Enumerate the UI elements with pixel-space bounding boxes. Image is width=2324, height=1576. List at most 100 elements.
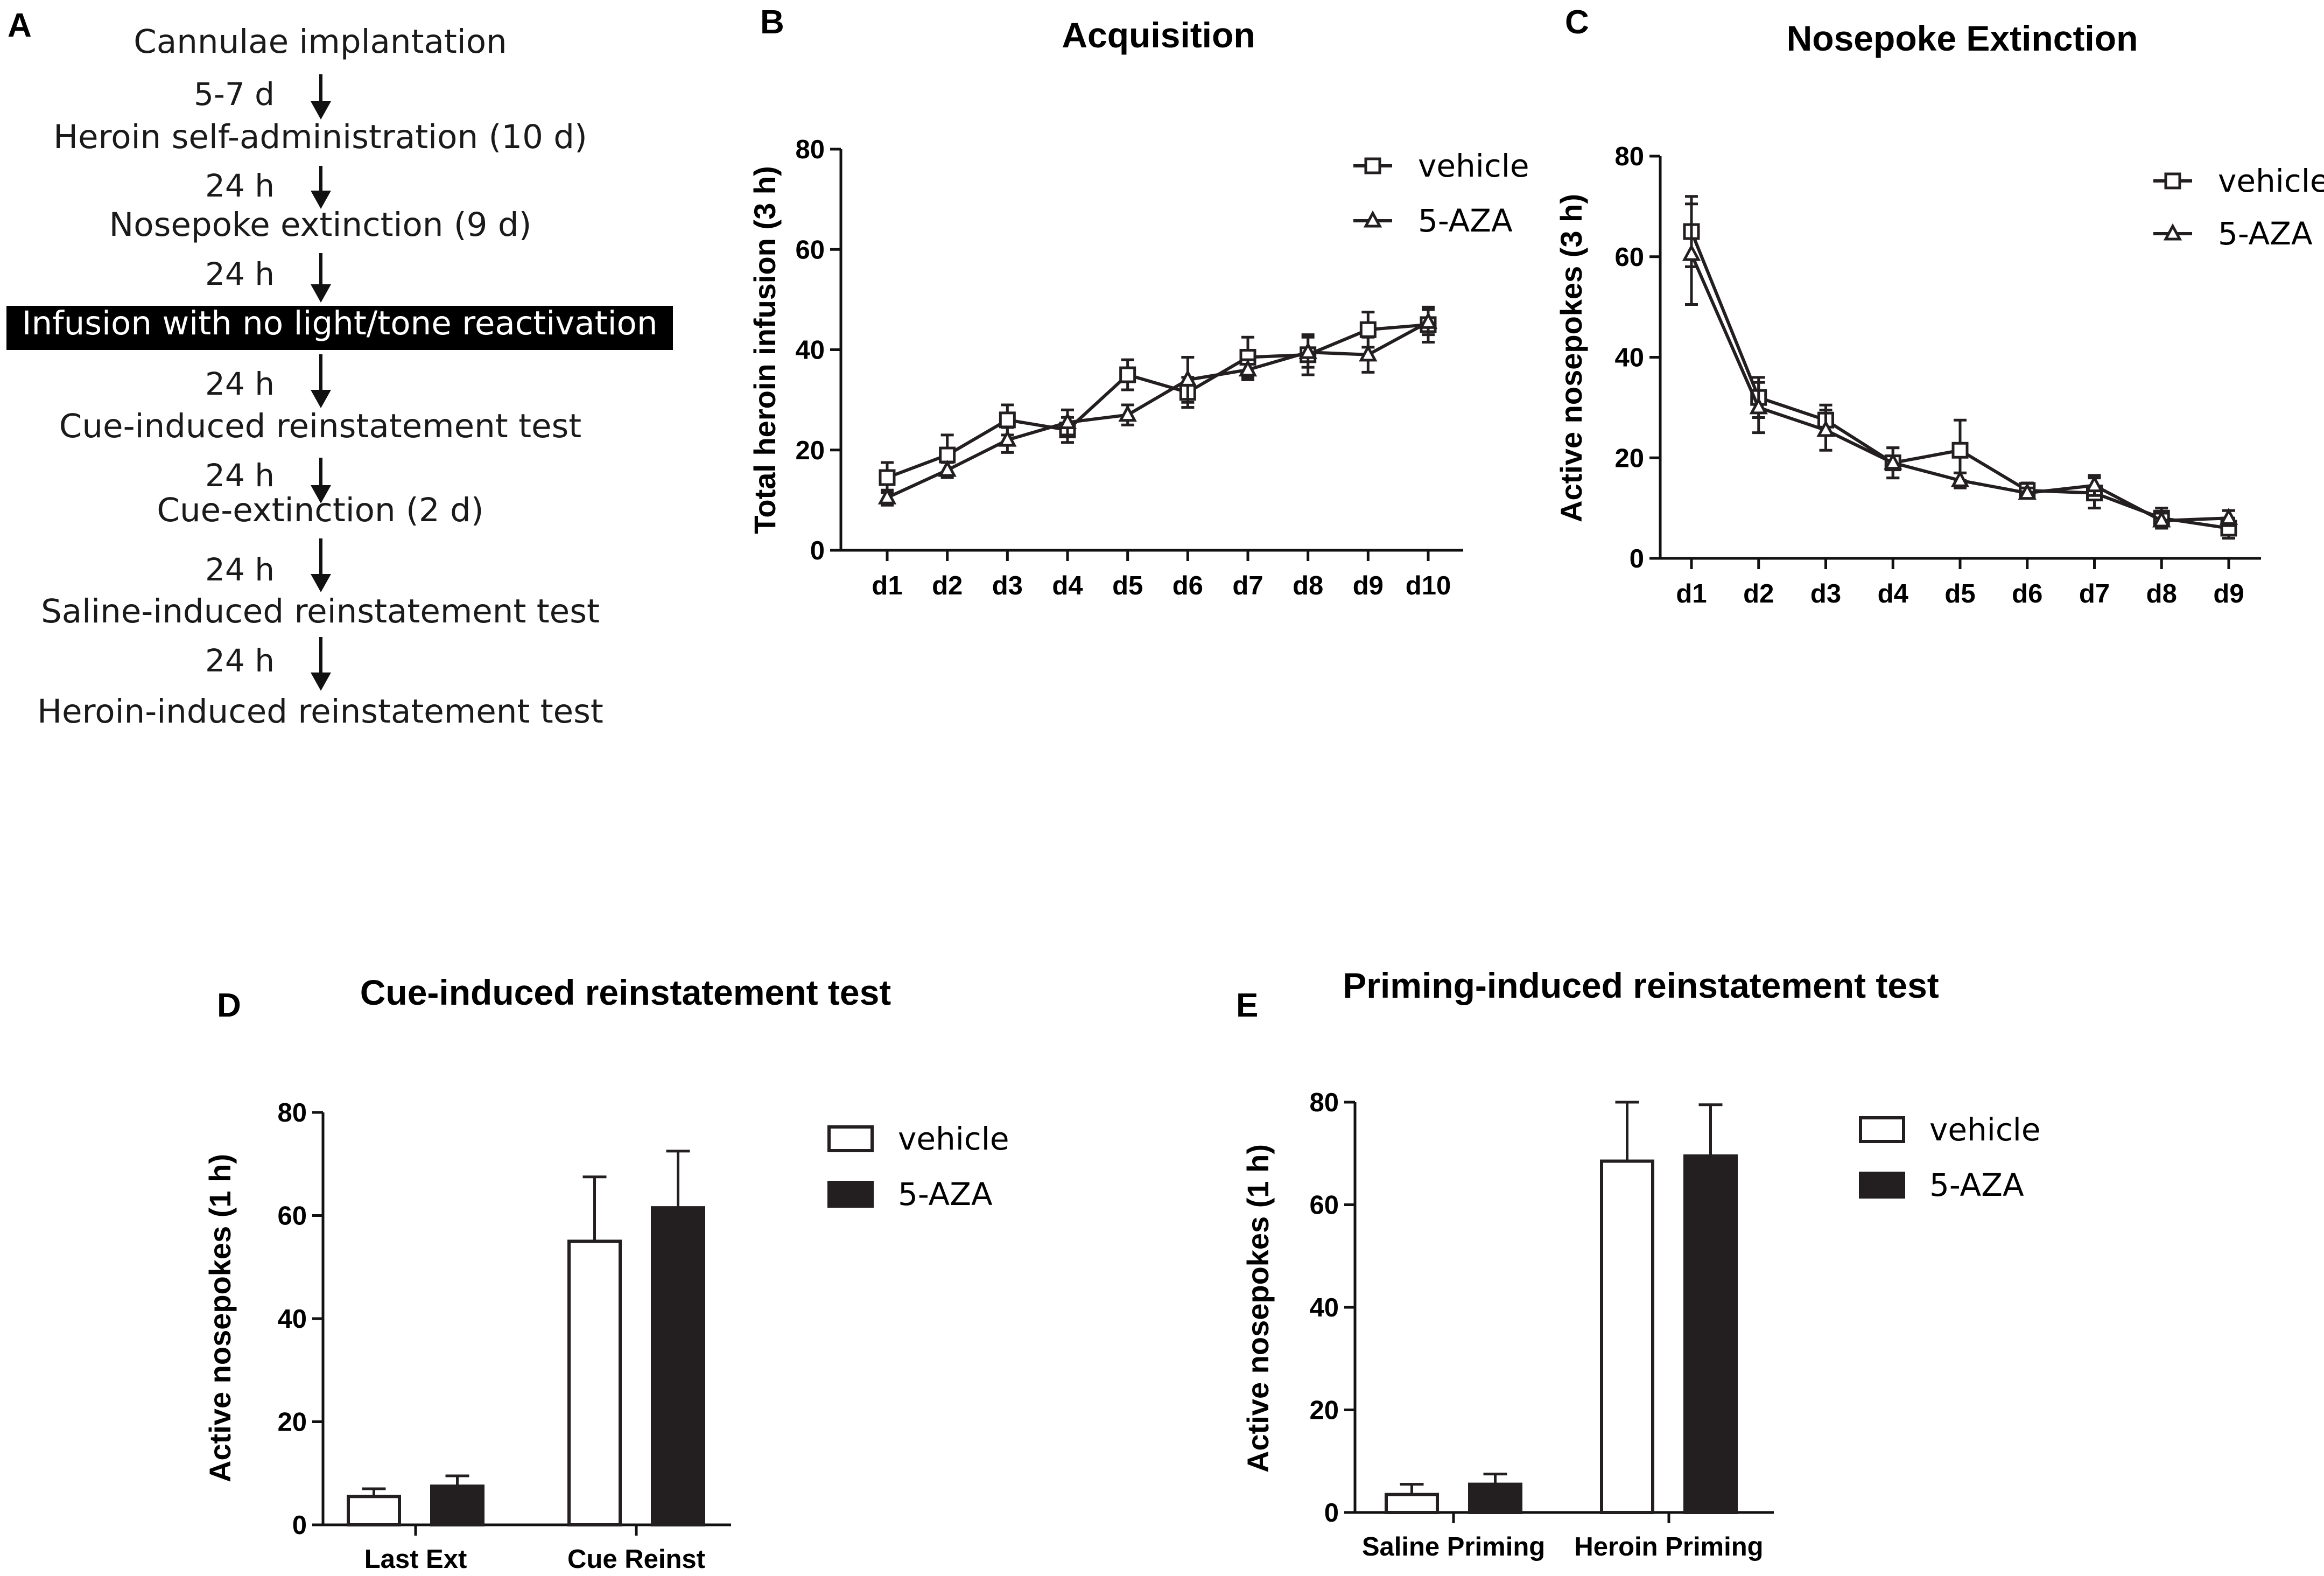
x-tick-label: d1 — [872, 571, 902, 600]
bar-vehicle-cue-reinst — [567, 1239, 622, 1526]
x-tick-label: Last Ext — [364, 1545, 467, 1574]
x-tick-label: d3 — [992, 571, 1023, 600]
legend-swatch-5-aza — [1859, 1172, 1905, 1199]
panel-letter-d: D — [217, 987, 241, 1024]
data-point-triangle — [1950, 470, 1970, 487]
panel-a-flowchart: A Cannulae implantation Heroin self-admin… — [6, 7, 673, 731]
panel-letter-e: E — [1236, 987, 1258, 1024]
flow-arrow-head-1 — [311, 101, 331, 120]
data-point-triangle — [998, 429, 1017, 447]
y-tick-label: 40 — [1614, 344, 1644, 373]
flow-step-8: Heroin-induced reinstatement test — [37, 692, 603, 731]
flow-step-5: Cue-induced reinstatement test — [59, 407, 581, 445]
y-axis-label: Active nosepokes (1 h) — [1241, 1144, 1275, 1473]
y-tick-label: 0 — [1630, 544, 1644, 573]
flow-interval-2: 24 h — [205, 167, 275, 204]
flow-arrow-head-5 — [311, 485, 331, 503]
data-point-triangle — [1058, 412, 1077, 430]
chart-title: Cue-induced reinstatement test — [360, 972, 891, 1012]
data-point-triangle — [1419, 312, 1438, 329]
y-tick-label: 20 — [1309, 1396, 1339, 1425]
y-tick-label: 0 — [810, 536, 825, 565]
y-tick-label: 0 — [1324, 1498, 1339, 1528]
y-tick-label: 40 — [1309, 1293, 1339, 1322]
data-point-square — [1119, 366, 1136, 383]
x-tick-label: d2 — [1743, 579, 1774, 608]
bar-5-aza-last-ext — [430, 1484, 485, 1526]
x-tick-label: d8 — [1293, 571, 1323, 600]
x-tick-label: Heroin Priming — [1574, 1532, 1763, 1561]
flow-arrow-head-6 — [311, 574, 331, 592]
legend-marker-square — [2164, 172, 2181, 190]
legend-marker-triangle — [2163, 223, 2182, 241]
legend-label-5-aza: 5-AZA — [2218, 215, 2313, 252]
flow-interval-6: 24 h — [205, 551, 275, 588]
y-tick-label: 80 — [277, 1098, 307, 1127]
data-point-square — [879, 469, 896, 486]
flow-interval-4: 24 h — [205, 366, 275, 402]
series-vehicle — [879, 305, 1437, 494]
panel-b-acquisition-chart: B Acquisition 0 20 40 60 80 Total heroin infus… — [748, 4, 1529, 600]
legend-marker-square — [1364, 157, 1381, 174]
panel-letter-a: A — [8, 7, 32, 44]
x-tick-label: d7 — [1232, 571, 1263, 600]
legend-swatch-vehicle — [827, 1125, 874, 1152]
series-5-aza — [1682, 202, 2238, 530]
panel-d-cue-reinstatement-chart: D Cue-induced reinstatement test 0 20 40 60 8… — [203, 972, 1009, 1574]
panel-e-priming-reinstatement-chart: E Priming-induced reinstatement test 0 20 4… — [1236, 965, 2041, 1561]
legend-label-vehicle: vehicle — [2218, 163, 2324, 199]
x-tick-label: d7 — [2079, 579, 2110, 608]
y-tick-label: 60 — [277, 1202, 307, 1231]
x-tick-label: d10 — [1406, 571, 1451, 600]
data-point-triangle — [1238, 359, 1258, 377]
y-tick-label: 60 — [1309, 1191, 1339, 1220]
flow-arrow-head-4 — [311, 390, 331, 408]
flow-interval-5: 24 h — [205, 457, 275, 494]
flow-interval-7: 24 h — [205, 642, 275, 679]
legend-label-5-aza: 5-AZA — [898, 1176, 993, 1213]
flow-arrow-head-7 — [311, 673, 331, 691]
series-5-aza — [877, 308, 1438, 507]
legend-label-5-aza: 5-AZA — [1929, 1167, 2024, 1203]
legend-label-vehicle: vehicle — [898, 1120, 1009, 1157]
y-tick-label: 60 — [1614, 243, 1644, 272]
legend-marker-triangle — [1363, 210, 1382, 228]
x-tick-label: Cue Reinst — [567, 1545, 705, 1574]
data-point-triangle — [1359, 344, 1378, 362]
y-tick-label: 60 — [795, 235, 825, 264]
y-tick-label: 0 — [292, 1511, 307, 1540]
panel-c-extinction-chart: C Nosepoke Extinction 0 20 40 60 80 Active nos… — [1554, 4, 2324, 608]
x-tick-label: d3 — [1810, 579, 1841, 608]
data-point-triangle — [2018, 482, 2037, 500]
x-tick-label: d5 — [1944, 579, 1975, 608]
panel-letter-c: C — [1565, 4, 1589, 41]
flow-step-2: Heroin self-administration (10 d) — [53, 118, 587, 156]
x-tick-label: d9 — [1353, 571, 1384, 600]
data-point-triangle — [1118, 404, 1137, 422]
x-tick-label: d2 — [932, 571, 963, 600]
data-point-triangle — [2085, 475, 2104, 493]
x-tick-label: d4 — [1052, 571, 1083, 600]
flow-step-7: Saline-induced reinstatement test — [41, 592, 600, 631]
y-axis-label: Active nosepokes (3 h) — [1554, 194, 1588, 522]
data-point-triangle — [877, 487, 897, 505]
y-tick-label: 40 — [795, 336, 825, 365]
flow-step-reactivation: Infusion with no light/tone reactivation — [22, 304, 657, 342]
legend-swatch-vehicle — [1859, 1116, 1905, 1143]
x-tick-label: d1 — [1676, 579, 1707, 608]
y-tick-label: 20 — [795, 436, 825, 465]
data-point-square — [999, 411, 1016, 429]
x-tick-label: Saline Priming — [1362, 1532, 1545, 1561]
bar-5-aza-cue-reinst — [651, 1206, 705, 1526]
series-line-5-aza — [886, 320, 1429, 499]
x-tick-label: d6 — [1172, 571, 1203, 600]
data-point-triangle — [1749, 397, 1768, 415]
chart-title: Nosepoke Extinction — [1787, 18, 2138, 58]
flow-interval-1: 5-7 d — [194, 76, 275, 113]
x-tick-label: d4 — [1878, 579, 1908, 608]
y-tick-label: 80 — [795, 135, 825, 164]
legend-label-vehicle: vehicle — [1929, 1111, 2041, 1148]
y-axis-label: Total heroin infusion (3 h) — [748, 166, 782, 534]
highlight-banner — [6, 306, 673, 350]
